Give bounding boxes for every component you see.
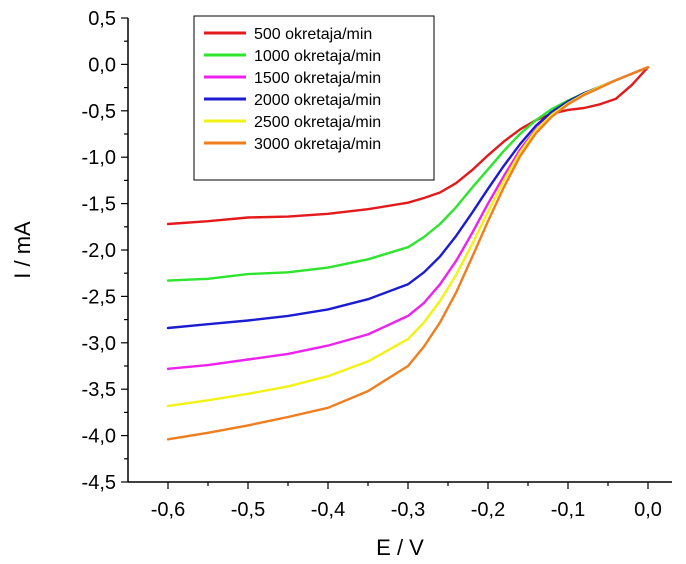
y-tick-label: 0,5 [88, 8, 116, 30]
legend-label-4: 2000 okretaja/min [254, 92, 381, 109]
y-tick-label: -2,5 [82, 286, 116, 308]
series-line-1 [166, 65, 650, 226]
series-layer [166, 65, 650, 441]
x-tick-label: -0,2 [471, 499, 505, 521]
y-tick-label: -3,5 [82, 379, 116, 401]
y-tick-label: -4,0 [82, 426, 116, 448]
y-axis-title: I / mA [10, 221, 35, 279]
y-tick-label: -3,0 [82, 333, 116, 355]
x-tick-label: -0,3 [391, 499, 425, 521]
y-tick-label: 0,0 [88, 54, 116, 76]
legend-label-3: 1500 okretaja/min [254, 70, 381, 87]
y-tick-label: -1,5 [82, 194, 116, 216]
legend-label-2: 1000 okretaja/min [254, 48, 381, 65]
y-tick-label: -0,5 [82, 101, 116, 123]
x-tick-label: -0,1 [551, 499, 585, 521]
axes-layer: 0,5 0,0 -0,5 -1,0 -1,5 -2,0 -2,5 -3,0 -3,5 -4,0 -4… [82, 8, 672, 521]
x-tick-label: 0,0 [634, 499, 662, 521]
x-axis-title: E / V [376, 535, 424, 560]
legend-label-6: 3000 okretaja/min [254, 136, 381, 153]
x-tick-label: -0,5 [231, 499, 265, 521]
legend-label-1: 500 okretaja/min [254, 26, 372, 43]
x-tick-label: -0,6 [151, 499, 185, 521]
legend-label-5: 2500 okretaja/min [254, 114, 381, 131]
y-tick-label: -2,0 [82, 240, 116, 262]
legend: 500 okretaja/min 1000 okretaja/min 1500 ok… [193, 15, 435, 181]
y-tick-label: -1,0 [82, 147, 116, 169]
x-tick-label: -0,4 [311, 499, 345, 521]
series-line-6 [166, 65, 650, 441]
y-tick-label: -4,5 [82, 472, 116, 494]
